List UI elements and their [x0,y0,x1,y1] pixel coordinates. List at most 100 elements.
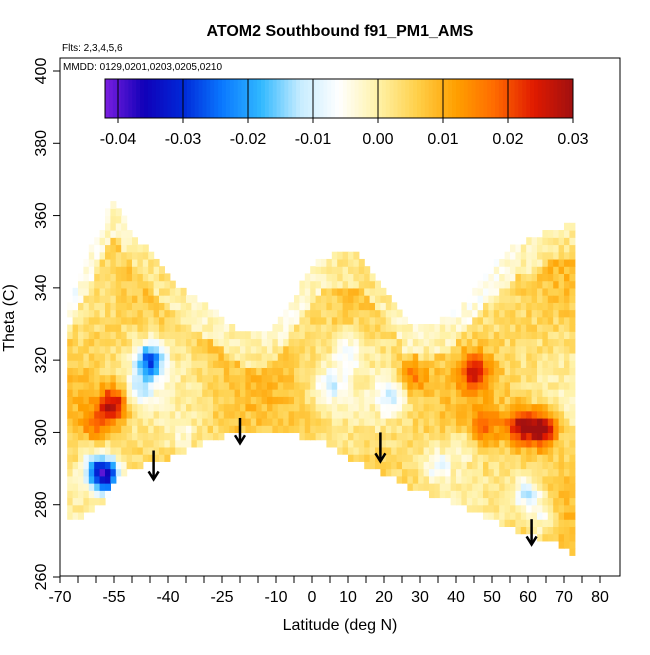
heatmap-cell [450,360,457,368]
heatmap-cell [434,352,441,361]
y-tick-label: 340 [33,274,50,301]
heatmap-cell [375,396,381,405]
heatmap-cell [531,432,538,441]
heatmap-cell [439,483,446,491]
heatmap-cell [326,345,333,354]
heatmap-cell [164,367,171,376]
heatmap-cell [569,237,576,246]
heatmap-cell [385,425,392,434]
heatmap-cell [245,352,252,361]
heatmap-cell [499,417,506,426]
heatmap-cell [412,454,419,462]
heatmap-cell [380,374,387,383]
heatmap-cell [164,352,171,361]
heatmap-cell [418,403,425,412]
heatmap-cell [402,345,408,354]
colorbar-swatch [420,79,426,118]
colorbar-swatch [155,79,161,118]
heatmap-cell [267,396,273,405]
heatmap-cell [423,461,430,470]
heatmap-cell [105,280,111,289]
heatmap-cell [547,352,554,361]
heatmap-cell [310,280,317,289]
heatmap-cell [126,338,133,347]
heatmap-cell [364,331,371,340]
heatmap-cell [78,273,84,282]
colorbar-swatch [272,79,278,118]
heatmap-cell [569,331,576,340]
colorbar-swatch [303,79,309,118]
heatmap-cell [310,403,317,412]
heatmap-cell [169,374,176,383]
heatmap-cell [380,316,387,325]
heatmap-cell [385,432,392,441]
heatmap-cell [450,396,457,405]
heatmap-cell [483,338,489,347]
heatmap-cell [142,367,149,376]
heatmap-cell [407,432,414,441]
colorbar-swatch [378,79,383,118]
heatmap-cell [218,331,225,340]
heatmap-cell [564,446,570,455]
heatmap-cell [472,417,479,426]
heatmap-cell [283,425,290,434]
colorbar-swatch [452,79,457,118]
heatmap-cell [558,360,565,368]
heatmap-cell [153,360,160,368]
heatmap-cell [439,410,446,419]
heatmap-cell [310,324,317,332]
heatmap-cell [164,273,171,282]
heatmap-cell [115,280,122,289]
heatmap-cell [213,367,219,376]
heatmap-cell [175,396,182,405]
colorbar-swatch [190,79,196,118]
heatmap-cell [472,490,479,499]
heatmap-cell [153,352,160,361]
heatmap-cell [520,360,527,368]
heatmap-cell [186,396,192,405]
heatmap-cell [526,309,533,318]
heatmap-cell [450,367,457,376]
heatmap-cell [337,309,344,318]
heatmap-cell [110,237,117,246]
heatmap-cell [202,403,209,412]
heatmap-cell [450,475,457,484]
heatmap-cell [126,389,133,397]
heatmap-cell [175,446,182,455]
heatmap-cell [564,352,570,361]
heatmap-cell [547,324,554,332]
heatmap-cell [429,389,435,397]
colorbar-swatch [370,79,375,118]
heatmap-cell [488,439,495,448]
heatmap-cell [477,504,484,513]
heatmap-cell [450,425,457,434]
heatmap-cell [277,345,284,354]
heatmap-cell [553,381,560,390]
heatmap-cell [439,338,446,347]
heatmap-cell [542,417,549,426]
heatmap-cell [515,338,522,347]
heatmap-cell [358,266,365,274]
heatmap-cell [510,345,516,354]
heatmap-cell [445,490,452,499]
heatmap-cell [105,237,111,246]
heatmap-cell [504,331,511,340]
heatmap-cell [142,345,149,354]
heatmap-cell [105,316,111,325]
heatmap-cell [358,389,365,397]
heatmap-cell [337,251,344,260]
heatmap-cell [483,410,489,419]
heatmap-cell [153,367,160,376]
heatmap-cell [326,367,333,376]
heatmap-cell [148,287,155,296]
heatmap-cell [407,439,414,448]
heatmap-cell [99,302,106,311]
heatmap-cell [499,287,506,296]
heatmap-cell [510,287,516,296]
heatmap-cell [542,410,549,419]
heatmap-cell [385,403,392,412]
heatmap-cell [493,454,500,462]
heatmap-cell [137,345,144,354]
heatmap-cell [537,381,543,390]
heatmap-cell [569,432,576,441]
